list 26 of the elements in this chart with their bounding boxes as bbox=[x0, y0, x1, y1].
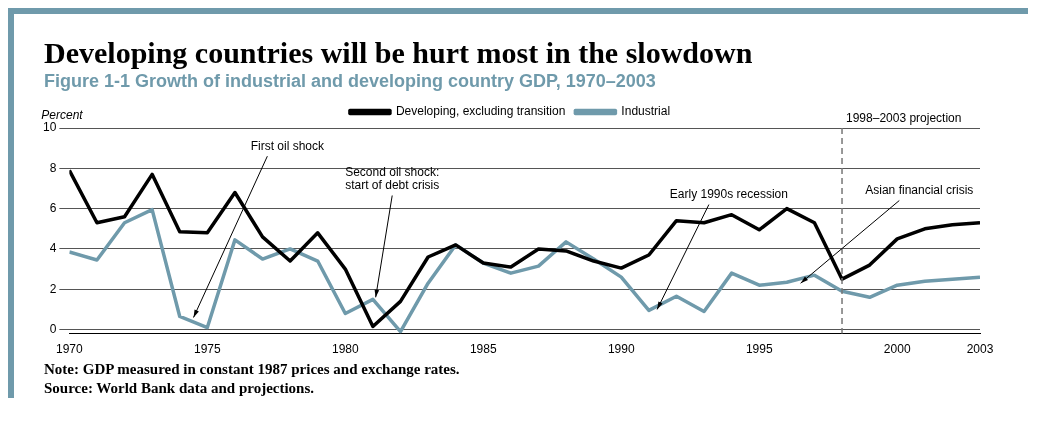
y-tick-label: 8 bbox=[49, 160, 57, 175]
x-tick-label: 1985 bbox=[469, 342, 497, 357]
chart-title: Developing countries will be hurt most in the slowdown bbox=[44, 36, 754, 70]
y-tick-label: 0 bbox=[49, 321, 57, 336]
source-note: Source: World Bank data and projections. bbox=[44, 379, 316, 398]
x-tick-label: 2000 bbox=[883, 342, 911, 357]
x-tick-label: 1990 bbox=[607, 342, 635, 357]
y-tick-label: 4 bbox=[49, 241, 57, 256]
text: Note: GDP measured in constant 1987 prices and exchange rates. bbox=[44, 360, 461, 379]
annotation: Early 1990s recession bbox=[669, 186, 788, 201]
x-tick-label: 1970 bbox=[56, 342, 84, 357]
annotation: Asian financial crisis bbox=[865, 182, 974, 197]
chart-subtitle: Figure 1-1 Growth of industrial and developing country GDP, 1970–2003 bbox=[44, 70, 657, 92]
annotation: First oil shock bbox=[250, 138, 326, 153]
y-tick-label: 2 bbox=[49, 281, 57, 296]
x-tick-label: 1995 bbox=[745, 342, 773, 357]
x-tick-label: 1975 bbox=[193, 342, 221, 357]
ref-line-label: 1998–2003 projection bbox=[846, 111, 962, 126]
x-tick-label: 2003 bbox=[966, 342, 994, 357]
x-tick-label: 1980 bbox=[331, 342, 359, 357]
y-axis-title: Percent bbox=[41, 108, 84, 123]
legend-label: Industrial bbox=[621, 104, 671, 119]
y-tick-label: 10 bbox=[42, 120, 57, 135]
legend-label: Developing, excluding transition bbox=[395, 104, 566, 119]
annotation: Second oil shock: start of debt crisis bbox=[345, 164, 440, 192]
y-tick-label: 6 bbox=[49, 200, 57, 215]
